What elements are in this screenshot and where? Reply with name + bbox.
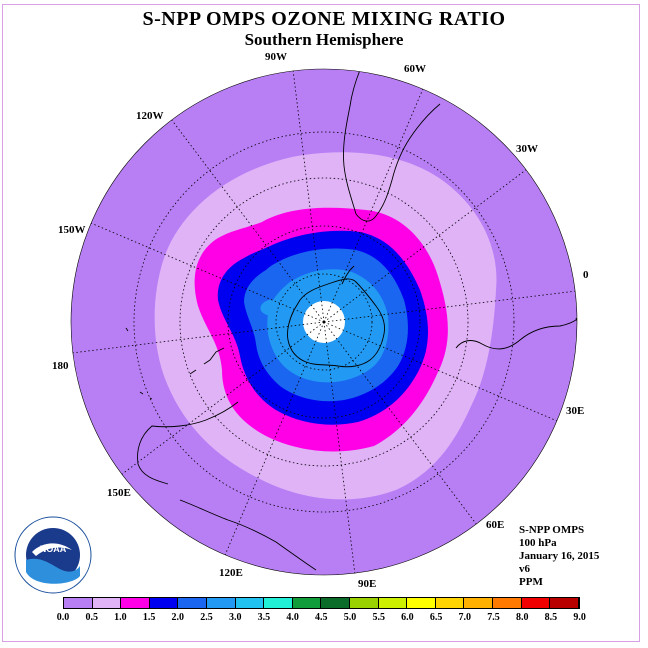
lon-label-0: 0 (583, 269, 589, 281)
svg-text:NOAA: NOAA (40, 544, 67, 554)
colorbar-tick-label: 3.5 (257, 612, 271, 623)
lon-label-150e: 150E (107, 487, 131, 499)
colorbar (63, 597, 580, 609)
lon-label-150w: 150W (58, 224, 86, 236)
colorbar-tick-label: 1.5 (142, 612, 156, 623)
new-zealand-coastline (189, 347, 225, 375)
latitude-circle (133, 131, 515, 513)
colorbar-tick-label: 4.5 (315, 612, 328, 623)
noaa-logo: NOAA (14, 516, 92, 594)
colorbar-tick-label: 9.0 (573, 612, 586, 623)
colorbar-tick-label: 7.0 (458, 612, 472, 623)
colorbar-swatch (349, 598, 379, 608)
colorbar-swatch (435, 598, 465, 608)
colorbar-swatch (521, 598, 551, 608)
latitude-circle (275, 273, 373, 371)
colorbar-tick-label: 0.0 (56, 612, 70, 623)
colorbar-tick-label: 4.0 (286, 612, 299, 623)
page-frame (2, 4, 640, 642)
colorbar-swatch (64, 598, 93, 608)
lon-label-180: 180 (52, 360, 69, 372)
colorbar-swatch (464, 598, 493, 608)
info-instrument: S-NPP OMPS (519, 524, 585, 536)
latitude-circle (227, 225, 421, 419)
colorbar-swatch (178, 598, 207, 608)
info-units: PPM (519, 576, 543, 588)
colorbar-tick-label: 0.5 (85, 612, 98, 623)
southeast-asia-coastline (179, 499, 317, 571)
islands (125, 317, 577, 400)
antarctic-peninsula (341, 265, 355, 285)
colorbar-tick-label: 3.0 (228, 612, 242, 623)
page-title: S-NPP OMPS OZONE MIXING RATIO (142, 8, 506, 30)
colorbar-swatch (149, 598, 179, 608)
colorbar-tick-label: 8.5 (544, 612, 558, 623)
colorbar-swatch (292, 598, 322, 608)
lon-label-90w: 90W (265, 51, 287, 63)
colorbar-tick-label: 6.5 (429, 612, 443, 623)
map-boundary (70, 68, 578, 576)
colorbar-swatch (264, 598, 293, 608)
colorbar-tick-label: 5.5 (372, 612, 385, 623)
map-info: S-NPP OMPS 100 hPa January 16, 2015 v6 P… (519, 524, 599, 589)
colorbar-tick-label: 6.0 (401, 612, 414, 623)
colorbar-tick-label: 2.5 (200, 612, 213, 623)
colorbar-swatch (235, 598, 265, 608)
colorbar-swatch (550, 598, 579, 608)
latitude-circle (179, 177, 469, 467)
colorbar-tick-label: 5.0 (343, 612, 357, 623)
colorbar-swatch (206, 598, 236, 608)
info-version: v6 (519, 563, 530, 575)
lon-label-120e: 120E (219, 567, 243, 579)
lon-label-90e: 90E (358, 578, 377, 590)
colorbar-tick-label: 1.0 (114, 612, 127, 623)
colorbar-swatch (492, 598, 522, 608)
africa-coastline (455, 313, 577, 350)
lon-label-120w: 120W (136, 110, 164, 122)
lon-label-30e: 30E (566, 405, 585, 417)
lon-label-30w: 30W (516, 143, 538, 155)
info-date: January 16, 2015 (519, 550, 600, 562)
australia-coastline (137, 401, 239, 485)
coastlines (125, 69, 577, 571)
colorbar-tick-label: 7.5 (487, 612, 500, 623)
page-subtitle: Southern Hemisphere (244, 30, 404, 49)
colorbar-tick-label: 2.0 (171, 612, 185, 623)
colorbar-swatch (321, 598, 350, 608)
graticule (72, 70, 576, 574)
colorbar-swatch (121, 598, 150, 608)
colorbar-swatch (378, 598, 408, 608)
lon-label-60e: 60E (486, 519, 505, 531)
colorbar-swatch (92, 598, 122, 608)
info-level: 100 hPa (519, 537, 557, 549)
colorbar-swatch (407, 598, 436, 608)
lon-label-60w: 60W (404, 63, 426, 75)
south-america-coastline (343, 69, 441, 222)
colorbar-tick-label: 8.0 (515, 612, 529, 623)
